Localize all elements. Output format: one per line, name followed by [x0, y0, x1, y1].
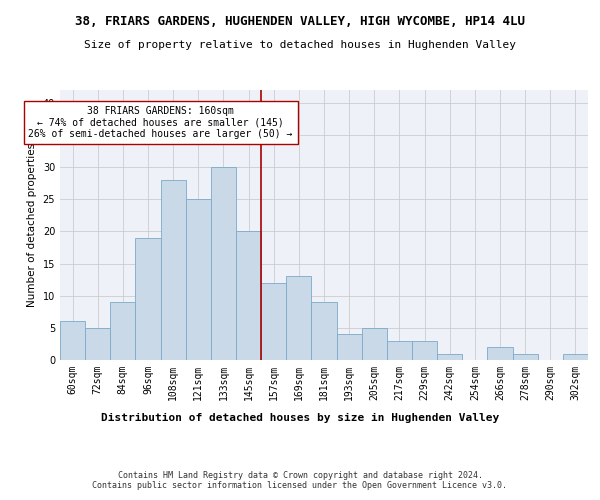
Text: 38, FRIARS GARDENS, HUGHENDEN VALLEY, HIGH WYCOMBE, HP14 4LU: 38, FRIARS GARDENS, HUGHENDEN VALLEY, HI… — [75, 15, 525, 28]
Bar — [60, 322, 85, 360]
Bar — [110, 302, 136, 360]
Bar — [311, 302, 337, 360]
Bar — [136, 238, 161, 360]
Bar — [487, 347, 512, 360]
Bar — [412, 340, 437, 360]
Bar — [211, 167, 236, 360]
Bar — [261, 283, 286, 360]
Bar — [236, 232, 261, 360]
Bar — [337, 334, 362, 360]
Y-axis label: Number of detached properties: Number of detached properties — [27, 143, 37, 307]
Bar — [286, 276, 311, 360]
Bar — [161, 180, 186, 360]
Bar — [437, 354, 462, 360]
Text: Size of property relative to detached houses in Hughenden Valley: Size of property relative to detached ho… — [84, 40, 516, 50]
Bar — [512, 354, 538, 360]
Bar — [362, 328, 387, 360]
Text: Contains HM Land Registry data © Crown copyright and database right 2024.
Contai: Contains HM Land Registry data © Crown c… — [92, 470, 508, 490]
Bar — [85, 328, 110, 360]
Bar — [387, 340, 412, 360]
Bar — [186, 200, 211, 360]
Bar — [563, 354, 588, 360]
Text: 38 FRIARS GARDENS: 160sqm
← 74% of detached houses are smaller (145)
26% of semi: 38 FRIARS GARDENS: 160sqm ← 74% of detac… — [28, 106, 293, 140]
Text: Distribution of detached houses by size in Hughenden Valley: Distribution of detached houses by size … — [101, 412, 499, 422]
